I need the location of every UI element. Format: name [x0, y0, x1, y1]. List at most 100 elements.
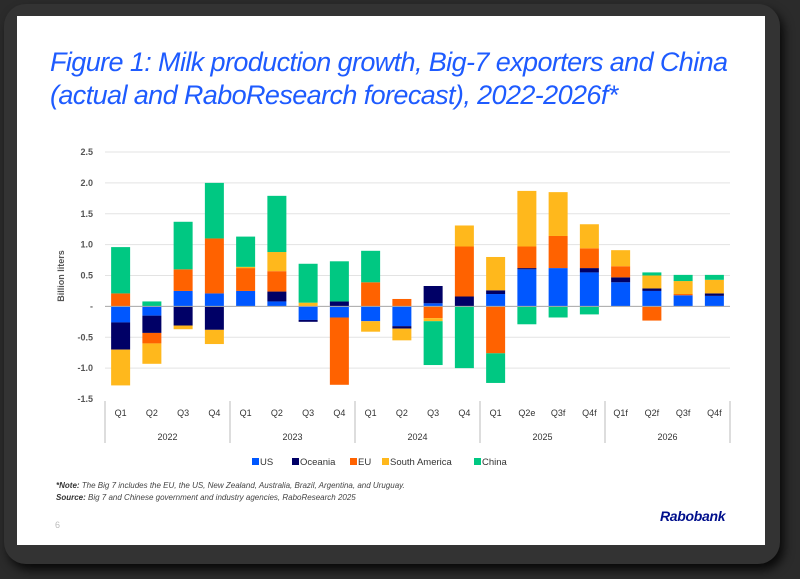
x-tick-label: Q4: [208, 408, 220, 418]
bar-south-america-13: [517, 190, 537, 247]
bar-south-america-9: [392, 328, 412, 341]
bar-china-18: [673, 274, 693, 282]
bar-south-america-2: [173, 325, 193, 330]
bar-china-7: [329, 261, 349, 302]
bar-eu-0: [111, 293, 131, 307]
bar-us-1: [142, 306, 162, 316]
page-number: 6: [55, 520, 61, 530]
bar-us-6: [298, 306, 318, 320]
bar-south-america-18: [673, 281, 693, 295]
bar-us-15: [579, 272, 599, 307]
x-tick-label: Q3f: [676, 408, 691, 418]
bar-china-12: [486, 353, 506, 383]
x-tick-label: Q2: [146, 408, 158, 418]
bar-china-1: [142, 301, 162, 307]
x-tick-label: Q4: [458, 408, 470, 418]
bar-us-18: [673, 295, 693, 307]
source-line: Source: Big 7 and Chinese government and…: [56, 492, 405, 504]
bar-us-0: [111, 306, 131, 323]
bar-eu-10: [423, 306, 443, 319]
bar-china-15: [579, 306, 599, 315]
bar-eu-4: [236, 268, 256, 291]
legend-swatch-us: [252, 458, 259, 465]
bar-south-america-14: [548, 192, 568, 236]
bar-south-america-3: [204, 329, 224, 345]
bar-oceania-16: [611, 277, 631, 283]
bar-south-america-8: [361, 321, 381, 332]
legend-swatch-china: [474, 458, 481, 465]
y-axis-ticks: 2.5 2.0 1.5 1.0 0.5 - -0.5 -1.0 -1.5: [77, 147, 93, 404]
bar-us-16: [611, 282, 631, 307]
bar-south-america-6: [298, 302, 318, 307]
x-tick-label: Q3: [427, 408, 439, 418]
bar-china-6: [298, 263, 318, 303]
bars: [111, 182, 724, 386]
x-tick-label: Q3: [302, 408, 314, 418]
bar-china-5: [267, 195, 287, 253]
x-tick-label: Q4f: [582, 408, 597, 418]
bar-oceania-13: [517, 268, 537, 270]
x-axis: Q1 Q2 Q3 Q4 Q1 Q2 Q3 Q4 Q1 Q2 Q3 Q4 Q1 Q2e Q3f Q4f Q1f Q2…: [104, 401, 731, 443]
x-group-label: 2025: [532, 432, 552, 442]
bar-us-17: [642, 290, 662, 307]
bar-us-19: [704, 295, 724, 307]
x-group-label: 2022: [157, 432, 177, 442]
bar-oceania-10: [423, 285, 443, 304]
y-tick-label: 1.0: [80, 240, 93, 250]
bar-china-0: [111, 247, 131, 294]
bar-oceania-1: [142, 315, 162, 333]
bar-south-america-16: [611, 250, 631, 267]
bar-china-2: [173, 221, 193, 270]
bar-eu-14: [548, 235, 568, 269]
y-tick-label: -1.5: [77, 394, 93, 404]
source-label: Source:: [56, 493, 86, 502]
legend-label: US: [260, 457, 273, 468]
x-tick-label: Q2e: [518, 408, 535, 418]
bar-us-4: [236, 290, 256, 307]
bar-south-america-12: [486, 256, 506, 291]
legend: US Oceania EU South America China: [252, 457, 508, 468]
bar-china-11: [454, 306, 474, 369]
bar-eu-11: [454, 246, 474, 297]
bar-us-14: [548, 268, 568, 307]
bar-south-america-17: [642, 275, 662, 289]
bar-oceania-6: [298, 319, 318, 322]
rabobank-logo: Rabobank: [660, 508, 726, 524]
note-text: The Big 7 includes the EU, the US, New Z…: [79, 481, 405, 490]
y-tick-label: 1.5: [80, 209, 93, 219]
bar-china-10: [423, 321, 443, 366]
bar-south-america-19: [704, 279, 724, 294]
y-tick-label: -0.5: [77, 332, 93, 342]
source-text: Big 7 and Chinese government and industr…: [85, 493, 356, 502]
x-tick-label: Q2: [396, 408, 408, 418]
legend-swatch-south-america: [382, 458, 389, 465]
bar-eu-18: [673, 294, 693, 296]
bar-us-5: [267, 301, 287, 307]
y-tick-label: 0.5: [80, 271, 93, 281]
bar-china-3: [204, 182, 224, 239]
bar-us-13: [517, 269, 537, 307]
bar-eu-8: [361, 282, 381, 307]
y-tick-label: 2.0: [80, 178, 93, 188]
note-label: *Note:: [56, 481, 80, 490]
legend-swatch-eu: [350, 458, 357, 465]
legend-label: South America: [390, 457, 452, 468]
bar-us-8: [361, 306, 381, 322]
x-group-label: 2026: [657, 432, 677, 442]
bar-us-2: [173, 290, 193, 307]
bar-oceania-5: [267, 291, 287, 302]
bar-eu-15: [579, 248, 599, 269]
x-tick-label: Q3f: [551, 408, 566, 418]
x-tick-label: Q3: [177, 408, 189, 418]
bar-oceania-17: [642, 288, 662, 291]
x-tick-label: Q1f: [613, 408, 628, 418]
bar-eu-3: [204, 238, 224, 294]
slide: [17, 16, 765, 545]
x-tick-label: Q4f: [707, 408, 722, 418]
bar-eu-1: [142, 332, 162, 344]
bar-china-17: [642, 272, 662, 276]
bar-eu-5: [267, 271, 287, 292]
x-tick-label: Q2: [271, 408, 283, 418]
bar-us-9: [392, 306, 412, 327]
bar-eu-12: [486, 306, 506, 354]
